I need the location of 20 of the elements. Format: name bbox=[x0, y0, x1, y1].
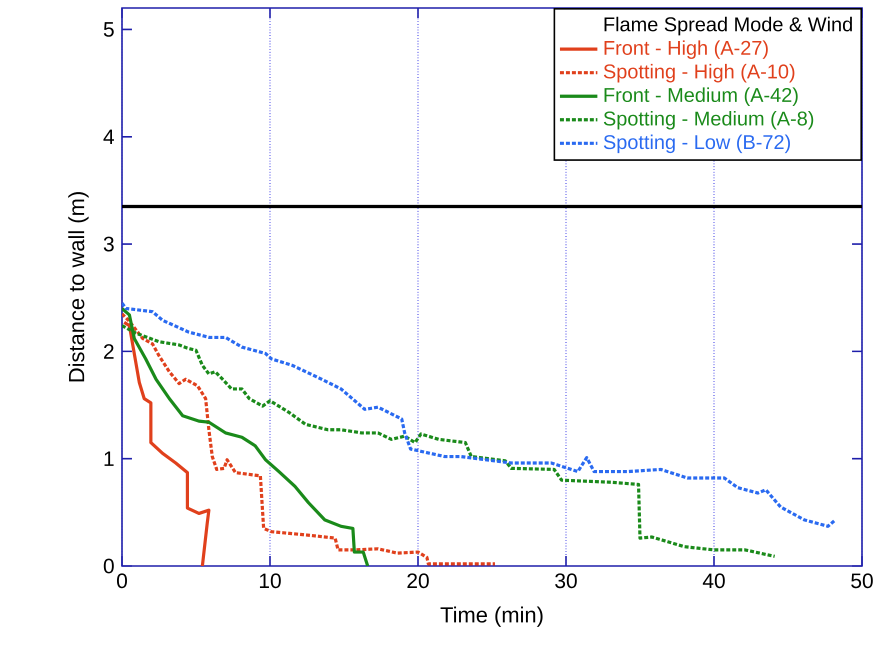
x-tick-label: 30 bbox=[555, 573, 577, 588]
x-tick-label: 50 bbox=[851, 573, 873, 588]
y-tick-label: 4 bbox=[103, 130, 114, 144]
legend-title: Flame Spread Mode & Wind bbox=[604, 16, 852, 36]
legend-label: Front - Medium (A-42) bbox=[604, 87, 798, 106]
legend-label: Spotting - High (A-10) bbox=[604, 64, 794, 82]
y-tick-label: 1 bbox=[104, 452, 114, 466]
legend-label: Spotting - Medium (A-8) bbox=[604, 110, 814, 130]
x-tick-label: 20 bbox=[407, 573, 429, 588]
y-tick-label: 5 bbox=[104, 22, 114, 37]
legend-label: Front - High (A-27) bbox=[604, 40, 768, 59]
y-tick-label: 0 bbox=[104, 558, 114, 574]
y-tick-label: 3 bbox=[104, 236, 114, 252]
y-tick-label: 2 bbox=[104, 344, 114, 359]
x-tick-label: 40 bbox=[702, 573, 725, 588]
x-tick-label: 10 bbox=[260, 573, 281, 588]
x-tick-label: 0 bbox=[116, 573, 127, 588]
legend-label: Spotting - Low (B-72) bbox=[604, 134, 790, 154]
y-axis-title: Distance to wall (m) bbox=[68, 192, 89, 382]
x-axis-title: Time (min) bbox=[440, 606, 543, 627]
